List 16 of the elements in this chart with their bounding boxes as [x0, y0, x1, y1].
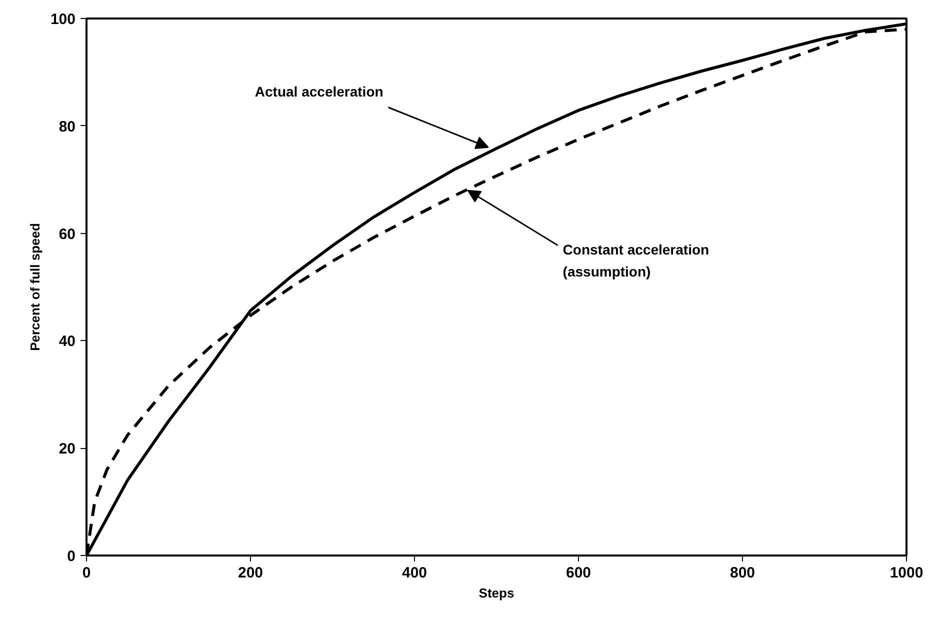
x-tick-label: 800 — [730, 564, 756, 582]
y-tick-label: 60 — [58, 226, 76, 243]
x-axis-title: Steps — [478, 586, 514, 600]
y-tick-label: 40 — [58, 333, 76, 350]
y-tick-label: 0 — [67, 548, 76, 565]
y-tick-label: 100 — [50, 11, 76, 28]
y-tick-label: 20 — [58, 440, 76, 458]
x-tick-label: 1000 — [890, 564, 924, 582]
y-tick-label: 80 — [58, 118, 76, 136]
x-tick-label: 400 — [402, 564, 428, 582]
annotation: Constant acceleration (assumption) — [562, 241, 710, 280]
annotation: Actual acceleration — [254, 83, 384, 100]
x-tick-label: 200 — [238, 564, 264, 582]
x-tick-label: 600 — [566, 564, 592, 582]
x-tick-label: 0 — [82, 564, 91, 582]
y-axis-title: Percent of full speed — [27, 223, 42, 351]
